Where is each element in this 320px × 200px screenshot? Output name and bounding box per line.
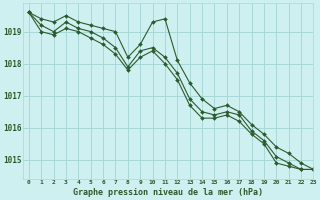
X-axis label: Graphe pression niveau de la mer (hPa): Graphe pression niveau de la mer (hPa)	[73, 188, 263, 197]
